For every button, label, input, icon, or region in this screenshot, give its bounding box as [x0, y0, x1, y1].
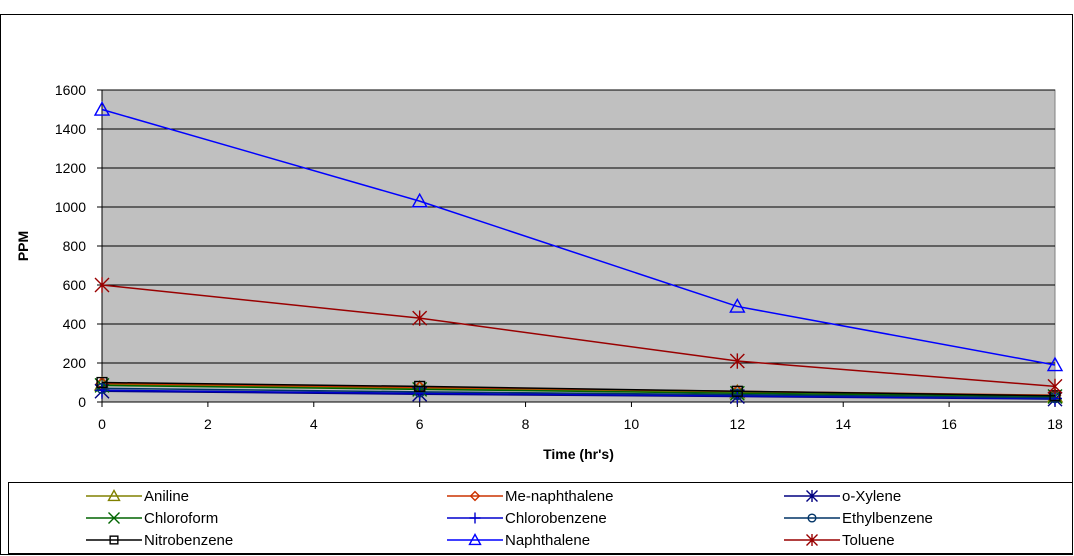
x-tick-label: 6 — [416, 416, 424, 432]
data-point — [729, 298, 746, 313]
series-line — [101, 387, 1056, 399]
series-line — [101, 381, 1056, 397]
x-tick-label: 0 — [98, 416, 106, 432]
data-point — [411, 192, 428, 208]
legend-label: Chloroform — [144, 510, 218, 527]
x-axis-title: Time (hr's) — [543, 446, 614, 462]
x-tick-label: 10 — [624, 416, 640, 432]
data-point — [731, 385, 743, 397]
legend-swatch-marker — [806, 533, 818, 547]
legend-item: Ethylbenzene — [784, 510, 933, 527]
y-tick-label: 200 — [63, 355, 87, 371]
legend-label: Chlorobenzene — [505, 510, 607, 527]
data-point — [412, 310, 428, 326]
y-tick-label: 0 — [78, 394, 86, 410]
series-nitrobenzene — [96, 376, 1061, 402]
y-tick-label: 400 — [63, 316, 87, 332]
data-point — [93, 101, 111, 116]
x-tick-label: 4 — [310, 416, 318, 432]
data-point — [96, 382, 108, 394]
legend-label: Toluene — [842, 532, 895, 549]
series-line — [101, 389, 1056, 400]
legend-swatch-marker — [107, 489, 121, 502]
x-tick-label: 12 — [730, 416, 746, 432]
x-tick-label: 8 — [522, 416, 530, 432]
data-point — [729, 353, 745, 369]
y-tick-label: 1600 — [55, 82, 86, 98]
legend-label: Nitrobenzene — [144, 532, 233, 549]
gridlines — [101, 89, 1055, 403]
series-group — [93, 101, 1064, 407]
data-point — [96, 376, 108, 389]
x-tick-label: 2 — [204, 416, 212, 432]
y-tick-label: 600 — [63, 277, 87, 293]
legend-swatch-marker — [109, 535, 119, 545]
legend-label: o-Xylene — [842, 488, 901, 505]
legend-item: o-Xylene — [784, 488, 901, 505]
x-tick-label: 16 — [941, 416, 957, 432]
legend-label: Naphthalene — [505, 532, 590, 549]
x-axis: 0 2 4 6 8 10 12 14 16 18 — [98, 402, 1063, 432]
legend-swatch-marker — [807, 513, 817, 523]
legend-item: Naphthalene — [447, 532, 590, 549]
legend-box — [8, 482, 1073, 554]
data-point — [94, 277, 110, 293]
legend-label: Aniline — [144, 488, 189, 505]
series-toluene — [94, 277, 1063, 395]
legend-item: Toluene — [784, 532, 895, 549]
legend: Aniline Me-naphthalene o-Xylene Chloroform C… — [86, 488, 933, 549]
legend-swatch-marker — [806, 489, 818, 503]
legend-item: Chlorobenzene — [447, 510, 607, 527]
x-tick-label: 18 — [1047, 416, 1063, 432]
legend-swatch-marker — [469, 490, 481, 502]
legend-swatch-marker — [108, 512, 120, 524]
y-tick-label: 1400 — [55, 121, 86, 137]
series-line — [101, 108, 1056, 366]
y-tick-label: 1000 — [55, 199, 86, 215]
x-tick-label: 14 — [835, 416, 851, 432]
y-axis: 0 200 400 600 800 1000 1200 1400 1600 — [55, 82, 102, 410]
y-tick-label: 1200 — [55, 160, 86, 176]
legend-swatch-marker — [468, 533, 482, 546]
legend-item: Me-naphthalene — [447, 488, 613, 505]
legend-label: Me-naphthalene — [505, 488, 613, 505]
legend-item: Nitrobenzene — [86, 532, 233, 549]
series-line — [101, 384, 1056, 398]
y-axis-title: PPM — [15, 231, 31, 261]
legend-item: Aniline — [86, 488, 189, 505]
data-point — [414, 380, 426, 393]
data-point — [1046, 356, 1064, 372]
series-naphthalene — [93, 101, 1064, 372]
data-point — [1047, 378, 1063, 395]
y-tick-label: 800 — [63, 238, 87, 254]
legend-label: Ethylbenzene — [842, 510, 933, 527]
legend-item: Chloroform — [86, 510, 218, 527]
series-line — [101, 284, 1056, 388]
legend-swatch-marker — [469, 512, 481, 524]
